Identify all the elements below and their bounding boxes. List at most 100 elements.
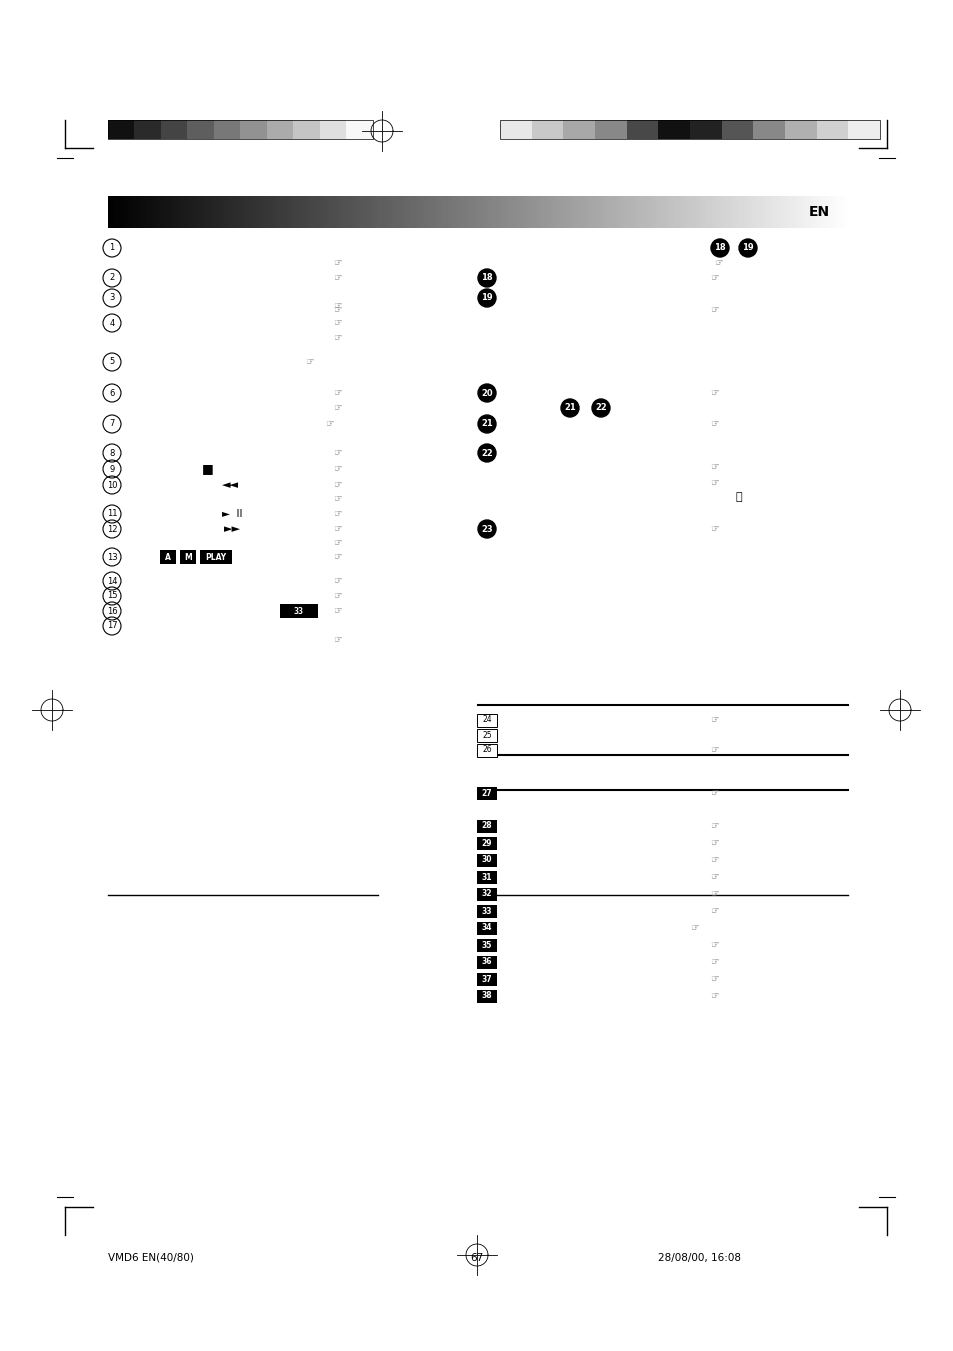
Text: 19: 19 xyxy=(480,293,493,303)
Text: 34: 34 xyxy=(481,924,492,932)
Bar xyxy=(497,196,500,228)
Bar xyxy=(180,550,195,563)
Bar xyxy=(165,196,168,228)
Bar xyxy=(423,196,426,228)
Bar xyxy=(658,196,660,228)
Bar xyxy=(187,196,190,228)
Bar xyxy=(188,120,213,139)
Bar xyxy=(125,196,128,228)
Bar xyxy=(456,196,458,228)
Bar xyxy=(810,196,813,228)
Bar xyxy=(623,196,626,228)
Text: 13: 13 xyxy=(107,553,117,562)
Bar xyxy=(638,196,640,228)
Bar xyxy=(596,196,598,228)
Bar xyxy=(798,196,801,228)
Bar xyxy=(731,196,734,228)
Bar xyxy=(162,196,165,228)
Bar xyxy=(177,196,180,228)
Text: 31: 31 xyxy=(481,873,492,881)
Bar xyxy=(476,743,497,757)
Bar xyxy=(754,196,757,228)
Bar xyxy=(816,120,847,139)
Bar xyxy=(476,786,497,800)
Bar xyxy=(737,196,740,228)
Text: ☞: ☞ xyxy=(334,553,342,562)
Bar xyxy=(476,713,497,727)
Bar xyxy=(773,196,776,228)
Bar xyxy=(813,196,816,228)
Bar xyxy=(571,196,574,228)
Bar xyxy=(132,196,135,228)
Bar xyxy=(640,196,643,228)
Text: M: M xyxy=(184,553,192,562)
Bar xyxy=(426,196,429,228)
Text: ☞: ☞ xyxy=(334,576,342,586)
Bar xyxy=(381,196,384,228)
Text: ☞: ☞ xyxy=(334,317,342,328)
Bar xyxy=(384,196,387,228)
Bar xyxy=(192,196,194,228)
Bar xyxy=(236,196,239,228)
Circle shape xyxy=(477,289,496,307)
Bar xyxy=(355,196,357,228)
Bar xyxy=(359,196,362,228)
Bar xyxy=(707,196,710,228)
Bar xyxy=(603,196,606,228)
Bar xyxy=(118,196,121,228)
Bar xyxy=(476,728,497,742)
Bar xyxy=(319,120,346,139)
Text: 24: 24 xyxy=(481,716,492,724)
Bar xyxy=(213,196,216,228)
Bar xyxy=(160,550,175,563)
Bar xyxy=(502,196,505,228)
Text: 16: 16 xyxy=(107,607,117,616)
Bar xyxy=(527,196,530,228)
Bar xyxy=(367,196,370,228)
Circle shape xyxy=(477,520,496,538)
Circle shape xyxy=(477,415,496,434)
Bar xyxy=(618,196,621,228)
Bar xyxy=(729,196,732,228)
Bar xyxy=(613,196,616,228)
Bar xyxy=(411,196,414,228)
Bar xyxy=(128,196,131,228)
Text: ◄◄: ◄◄ xyxy=(221,480,238,490)
Bar xyxy=(616,196,618,228)
Bar xyxy=(583,196,586,228)
Bar xyxy=(108,196,111,228)
Bar xyxy=(160,196,163,228)
Bar xyxy=(724,196,727,228)
Bar xyxy=(522,196,525,228)
Bar xyxy=(783,196,786,228)
Text: VMD6 EN(40/80): VMD6 EN(40/80) xyxy=(108,1252,193,1263)
Text: ☞: ☞ xyxy=(710,889,719,898)
Bar xyxy=(642,196,645,228)
Text: 18: 18 xyxy=(714,243,725,253)
Bar xyxy=(406,196,409,228)
Bar xyxy=(288,196,291,228)
Bar xyxy=(347,196,350,228)
Bar xyxy=(295,196,298,228)
Bar xyxy=(665,196,668,228)
Bar xyxy=(529,196,532,228)
Bar xyxy=(793,196,796,228)
Bar xyxy=(645,196,648,228)
Bar xyxy=(209,196,212,228)
Bar xyxy=(438,196,441,228)
Text: 25: 25 xyxy=(481,731,492,739)
Text: ⓘ: ⓘ xyxy=(735,492,741,503)
Bar xyxy=(835,196,838,228)
Bar xyxy=(364,196,367,228)
Bar xyxy=(280,196,283,228)
Text: EN: EN xyxy=(808,205,829,219)
Bar xyxy=(667,196,670,228)
Bar xyxy=(549,196,552,228)
Bar xyxy=(594,196,597,228)
Bar xyxy=(115,196,118,228)
Bar xyxy=(285,196,288,228)
Text: ☞: ☞ xyxy=(334,332,342,343)
Text: 30: 30 xyxy=(481,855,492,865)
Bar xyxy=(785,196,788,228)
Text: ☞: ☞ xyxy=(710,838,719,848)
